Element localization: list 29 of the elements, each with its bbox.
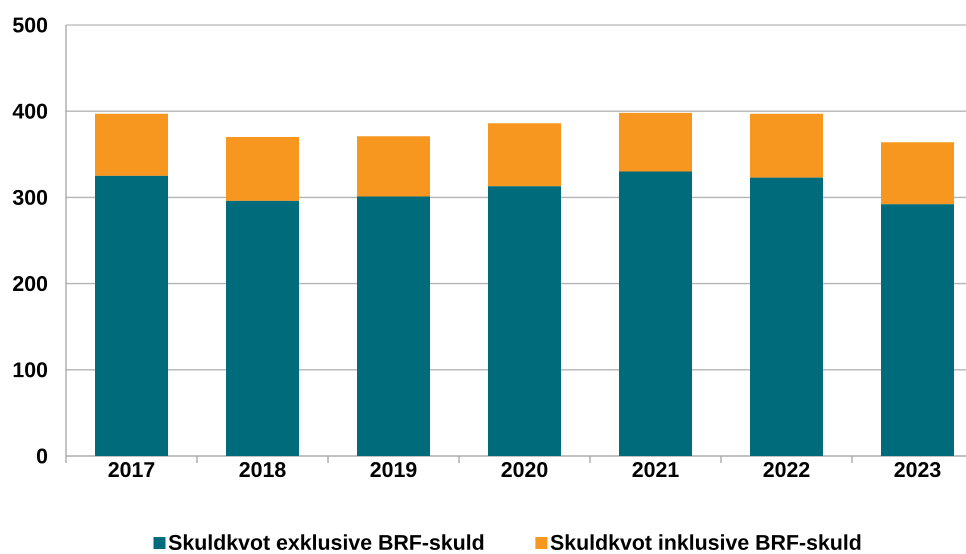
bar bbox=[95, 176, 168, 456]
bar bbox=[488, 186, 562, 456]
x-tick-label: 2020 bbox=[502, 462, 548, 478]
bar bbox=[881, 142, 954, 204]
x-tick-label: 2021 bbox=[632, 462, 679, 478]
x-tick-label: 2017 bbox=[108, 462, 154, 478]
legend-label: Skuldkvot exklusive BRF-skuld bbox=[168, 534, 484, 550]
x-tick-label: 2019 bbox=[370, 462, 416, 478]
bar bbox=[488, 123, 562, 186]
bar bbox=[750, 114, 824, 178]
legend-label: Skuldkvot inklusive BRF-skuld bbox=[550, 534, 860, 550]
bar bbox=[226, 137, 300, 201]
y-tick-label: 500 bbox=[13, 17, 48, 33]
bar bbox=[881, 204, 954, 456]
bar bbox=[619, 172, 692, 456]
y-tick-label: 400 bbox=[12, 104, 48, 119]
bar bbox=[619, 112, 692, 172]
y-tick-label: 200 bbox=[13, 276, 48, 292]
bar bbox=[226, 200, 300, 456]
y-tick-label: 300 bbox=[12, 190, 48, 205]
x-tick-label: 2023 bbox=[894, 462, 940, 478]
bar bbox=[357, 196, 430, 456]
bar bbox=[750, 178, 824, 456]
y-tick-label: 0 bbox=[36, 448, 48, 464]
bar bbox=[95, 114, 168, 176]
y-tick-label: 100 bbox=[14, 362, 48, 378]
x-tick-label: 2018 bbox=[240, 462, 286, 478]
bar bbox=[357, 136, 430, 197]
x-tick-label: 2022 bbox=[764, 462, 810, 478]
